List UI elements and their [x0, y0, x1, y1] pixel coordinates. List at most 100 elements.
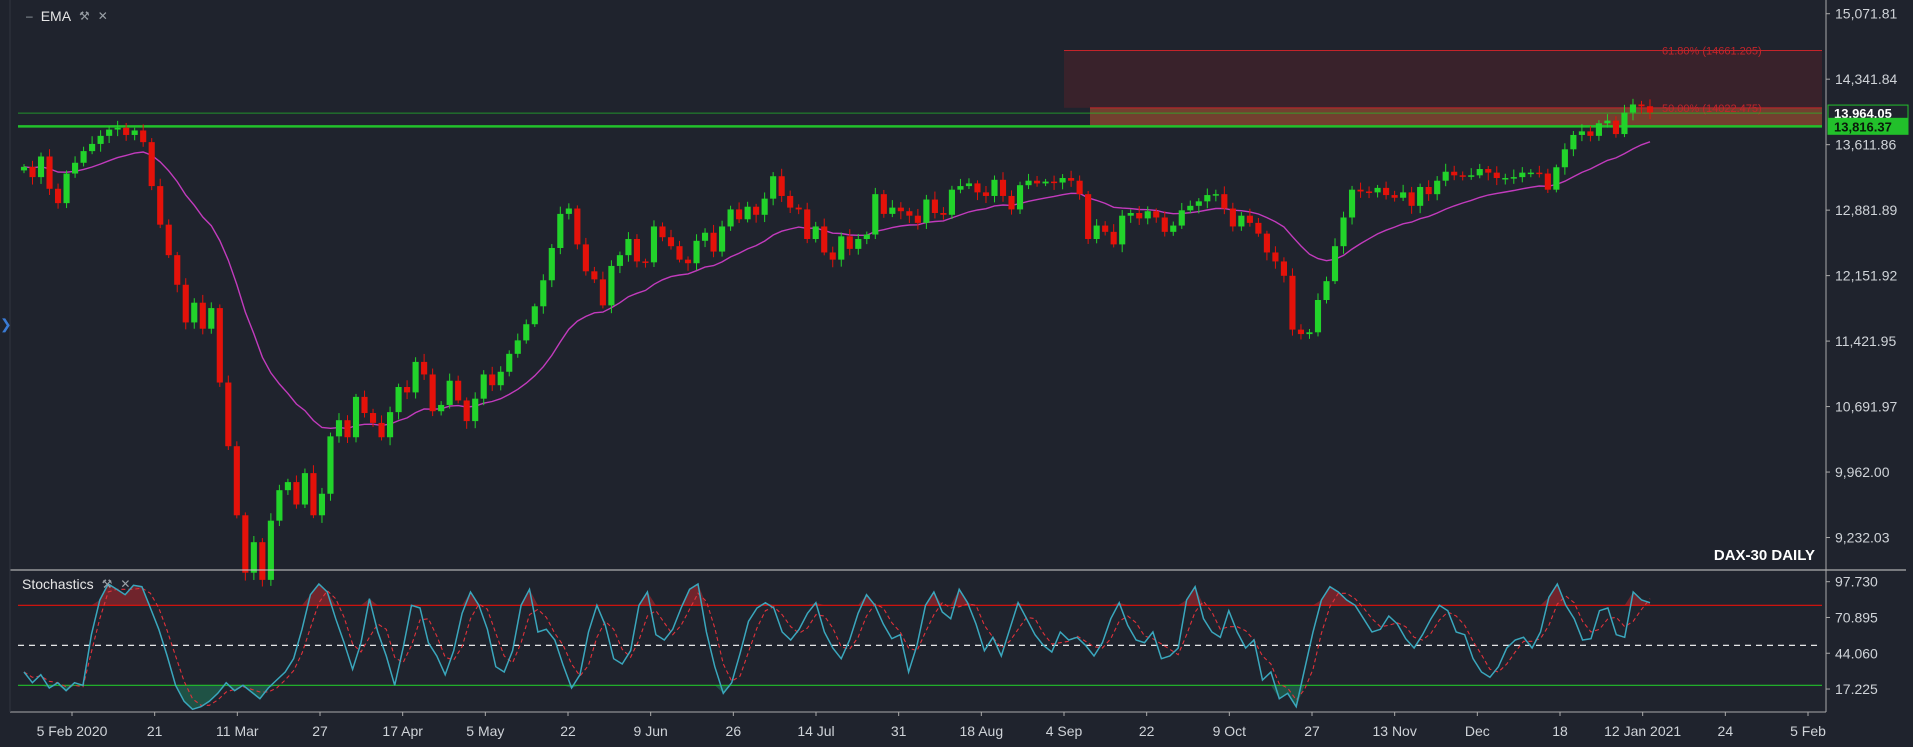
candle[interactable] [1459, 171, 1466, 181]
candle[interactable] [1246, 208, 1253, 227]
candle[interactable] [506, 350, 513, 377]
candle[interactable] [1187, 200, 1194, 214]
candle[interactable] [625, 232, 632, 262]
candle[interactable] [72, 156, 79, 178]
candle[interactable] [1502, 173, 1509, 185]
candle[interactable] [63, 170, 70, 209]
candle[interactable] [1025, 173, 1032, 190]
candle[interactable] [1587, 126, 1594, 142]
candle[interactable] [701, 228, 709, 248]
candle[interactable] [1570, 131, 1577, 157]
candle[interactable] [276, 484, 283, 527]
candle[interactable] [310, 465, 317, 519]
candle[interactable] [174, 251, 181, 293]
candle[interactable] [361, 390, 368, 418]
candle[interactable] [259, 538, 266, 587]
candle[interactable] [829, 246, 836, 268]
candle[interactable] [463, 397, 470, 429]
candle[interactable] [1153, 208, 1160, 223]
candle[interactable] [1093, 219, 1100, 244]
candle[interactable] [1016, 181, 1024, 214]
candle[interactable] [846, 229, 853, 256]
candle[interactable] [54, 183, 62, 209]
candle[interactable] [531, 303, 538, 327]
candle[interactable] [540, 274, 547, 314]
candle[interactable] [157, 178, 164, 229]
candle[interactable] [616, 251, 623, 274]
candle[interactable] [1621, 104, 1628, 138]
candle[interactable] [1119, 210, 1126, 253]
candle[interactable] [1204, 188, 1211, 209]
candle[interactable] [1331, 238, 1339, 285]
candle[interactable] [1604, 114, 1611, 128]
panel-toggle-icon[interactable]: ❯ [0, 316, 12, 332]
candle[interactable] [906, 207, 913, 224]
candle[interactable] [1408, 186, 1415, 214]
candle[interactable] [148, 138, 155, 191]
candle[interactable] [318, 487, 326, 523]
candle[interactable] [140, 124, 147, 147]
candle[interactable] [914, 208, 921, 230]
candle[interactable] [378, 415, 385, 441]
candle[interactable] [719, 220, 726, 257]
candle[interactable] [1051, 175, 1058, 190]
candle[interactable] [20, 164, 28, 174]
candle[interactable] [1400, 184, 1407, 201]
candle[interactable] [1178, 202, 1185, 229]
candle[interactable] [225, 375, 232, 450]
candle[interactable] [642, 258, 649, 268]
candle[interactable] [599, 271, 606, 309]
candle[interactable] [1468, 168, 1475, 180]
candle[interactable] [965, 178, 973, 190]
candle[interactable] [191, 298, 198, 329]
candle[interactable] [812, 221, 819, 243]
price-pane[interactable]: 61.80% (14661.205) 50.00% (14022.475) DAX-… [10, 4, 1822, 587]
candle[interactable] [889, 200, 896, 218]
candle[interactable] [684, 256, 692, 271]
candle[interactable] [753, 203, 760, 223]
candle[interactable] [650, 220, 658, 267]
candle[interactable] [1612, 116, 1620, 138]
candle[interactable] [1425, 180, 1432, 201]
candle[interactable] [1314, 293, 1322, 337]
candle[interactable] [1510, 169, 1517, 184]
candle[interactable] [1578, 124, 1585, 142]
candle[interactable] [344, 415, 351, 443]
candle[interactable] [233, 441, 240, 519]
candle[interactable] [787, 190, 794, 213]
candle[interactable] [974, 180, 981, 201]
candle[interactable] [131, 127, 138, 141]
candle[interactable] [267, 513, 274, 586]
candle[interactable] [1170, 221, 1177, 236]
candle[interactable] [582, 237, 589, 276]
candle[interactable] [1102, 221, 1109, 236]
candle[interactable] [736, 202, 743, 224]
candle[interactable] [1272, 246, 1279, 269]
candle[interactable] [106, 125, 113, 144]
candle[interactable] [1536, 165, 1543, 178]
candle[interactable] [1110, 224, 1117, 248]
candle[interactable] [923, 194, 930, 229]
candle[interactable] [1306, 328, 1313, 339]
candle[interactable] [1638, 100, 1645, 114]
candle[interactable] [855, 233, 862, 255]
candle[interactable] [548, 244, 555, 288]
candle[interactable] [429, 368, 436, 417]
candle[interactable] [821, 218, 828, 256]
candle[interactable] [1195, 198, 1202, 214]
candle[interactable] [395, 383, 402, 420]
candle[interactable] [208, 302, 215, 334]
candle[interactable] [404, 380, 411, 400]
candle[interactable] [123, 122, 130, 141]
candle[interactable] [446, 373, 453, 409]
candle[interactable] [369, 408, 377, 427]
candle[interactable] [327, 432, 334, 501]
candle[interactable] [1485, 165, 1492, 181]
candle[interactable] [838, 232, 845, 267]
candle[interactable] [1008, 190, 1015, 215]
wrench-icon[interactable]: ⚒ [101, 577, 113, 591]
candle[interactable] [1561, 143, 1568, 175]
stochastics-indicator-label[interactable]: Stochastics [22, 576, 94, 592]
candle[interactable] [982, 185, 990, 204]
candle[interactable] [1340, 211, 1347, 254]
